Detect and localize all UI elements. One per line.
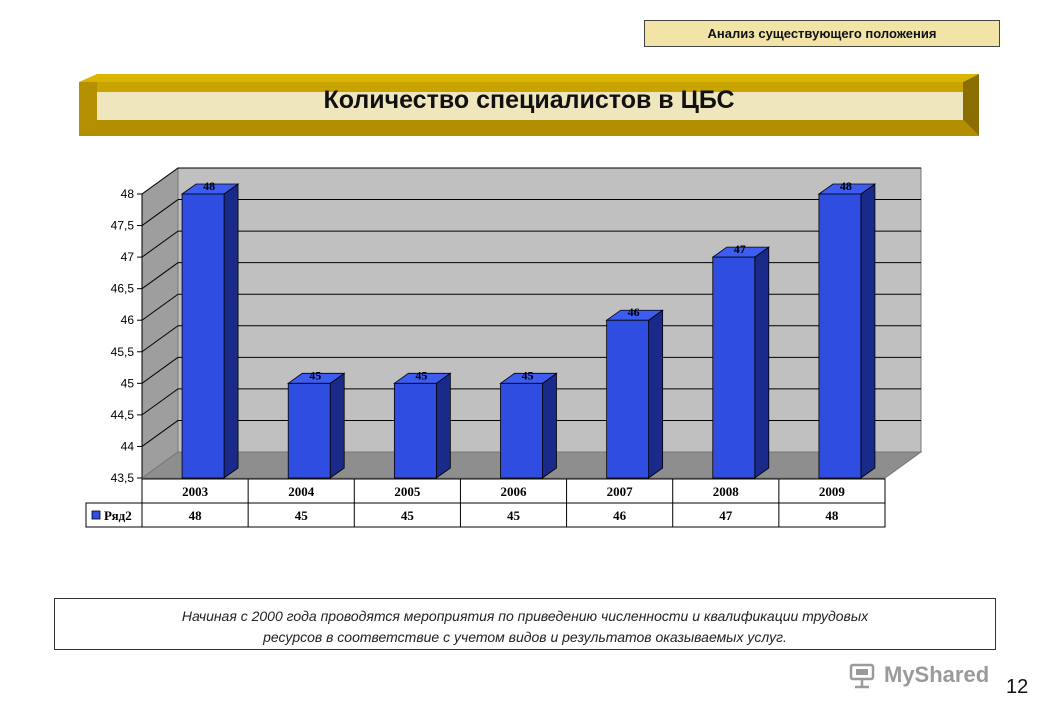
bar-side [542,372,557,479]
bar-2005 [393,372,452,479]
data-label: 45 [309,368,321,382]
table-value: 45 [295,508,309,523]
bar-front [712,256,756,479]
watermark: MyShared [848,658,989,692]
data-table: 2003 48 2004 45 2005 45 2006 45 2007 46 2008 47 2009… [85,478,886,528]
gridline-side [141,325,179,353]
y-tick-label: 44,5 [111,408,135,422]
gridline-side [141,356,179,384]
data-label: 48 [203,179,215,193]
bar-2006 [499,372,558,479]
table-value-row [85,502,886,528]
gridline-side [141,199,179,226]
legend-swatch [91,510,101,520]
table-category: 2005 [394,484,421,499]
bar-front [393,382,437,479]
myshared-logo-icon [849,663,875,689]
bar-front [287,382,331,479]
gridline-side [141,420,179,447]
y-tick-label: 46 [121,313,135,327]
gridline-side [141,230,179,258]
bar-front [181,193,225,479]
bar-side [223,183,239,479]
y-tick-label: 47 [121,250,135,264]
gridline-side [141,293,179,321]
bar-side [754,246,770,479]
legend-series-name: Ряд2 [104,508,132,523]
data-label: 45 [415,368,427,382]
table-value: 45 [507,508,521,523]
bar-2008 [711,246,771,479]
watermark-text: MyShared [884,662,990,687]
y-tick-label: 45 [121,376,135,390]
data-label: 45 [522,368,534,382]
y-tick-label: 44 [121,439,135,453]
bar-side [435,372,451,479]
y-tick-label: 48 [121,187,135,201]
bar-2007 [605,309,664,479]
note-line-2: ресурсов в соответствие с учетом видов и… [263,629,787,645]
table-category: 2004 [288,484,315,499]
table-category: 2003 [182,484,209,499]
bar-front [606,319,650,479]
gridline-side [141,388,179,416]
title-banner-frame [79,74,979,136]
table-value: 48 [189,508,203,523]
y-tick-label: 45,5 [111,345,135,359]
chart-side-wall [141,167,179,479]
bar-front [818,193,862,479]
y-tick-label: 46,5 [111,282,135,296]
bar-side [648,309,664,479]
table-category: 2008 [713,484,740,499]
y-tick-label: 43,5 [111,471,135,485]
section-label: Анализ существующего положения [644,20,1000,47]
gridline-side [141,262,179,290]
table-value: 46 [613,508,627,523]
note-box: Начиная с 2000 года проводятся мероприят… [54,598,996,650]
page-title: Количество специалистов в ЦБС [323,85,735,114]
chart-bars: 48 45 45 45 46 47 48 [180,179,877,479]
bar-side [329,372,345,479]
data-label: 48 [840,179,852,193]
page-number: 12 [1006,676,1029,698]
bar-2004 [286,372,346,479]
data-label: 47 [734,242,746,256]
y-axis: 43,5 44 44,5 45 45,5 46 46,5 47 47,5 48 [111,187,143,485]
table-value: 48 [825,508,839,523]
data-label: 46 [628,305,640,319]
bar-2009 [817,183,877,479]
bar-side [860,183,876,479]
bar-front [500,382,543,479]
note-line-1: Начиная с 2000 года проводятся мероприят… [181,608,869,624]
table-category: 2007 [607,484,634,499]
gridline-side [141,167,179,195]
table-category: 2006 [501,484,528,499]
table-value: 45 [401,508,415,523]
table-value: 47 [719,508,733,523]
y-tick-label: 47,5 [111,219,135,233]
table-category: 2009 [819,484,846,499]
bar-2003 [180,183,240,479]
